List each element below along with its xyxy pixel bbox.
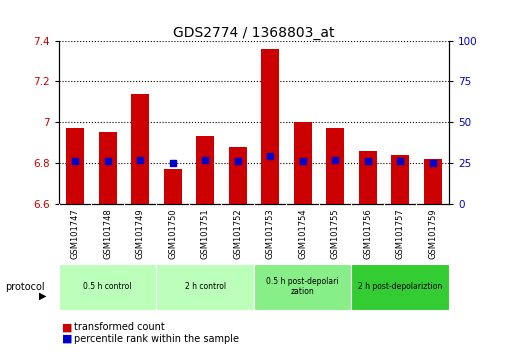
- Bar: [131, 94, 149, 204]
- Point: [299, 158, 307, 164]
- Text: transformed count: transformed count: [74, 322, 165, 332]
- Bar: [424, 159, 442, 204]
- Bar: [359, 150, 377, 204]
- Bar: [294, 122, 311, 204]
- Text: ▶: ▶: [38, 291, 46, 301]
- Point: [331, 157, 339, 162]
- Point: [169, 160, 177, 166]
- Text: percentile rank within the sample: percentile rank within the sample: [74, 334, 240, 344]
- Text: GSM101752: GSM101752: [233, 209, 242, 259]
- Text: GSM101751: GSM101751: [201, 209, 210, 259]
- Point: [428, 160, 437, 166]
- Bar: [254, 264, 351, 310]
- Point: [71, 158, 80, 164]
- Text: GSM101754: GSM101754: [298, 209, 307, 259]
- Text: GSM101756: GSM101756: [363, 209, 372, 259]
- Point: [233, 158, 242, 164]
- Text: GSM101757: GSM101757: [396, 209, 405, 259]
- Point: [201, 157, 209, 162]
- Text: 2 h post-depolariztion: 2 h post-depolariztion: [358, 282, 442, 291]
- Text: GSM101753: GSM101753: [266, 209, 274, 259]
- Text: 0.5 h control: 0.5 h control: [84, 282, 132, 291]
- Bar: [59, 264, 156, 310]
- Point: [136, 157, 144, 162]
- Bar: [326, 128, 344, 204]
- Text: GSM101748: GSM101748: [103, 209, 112, 259]
- Text: 0.5 h post-depolari
zation: 0.5 h post-depolari zation: [266, 277, 339, 296]
- Text: ■: ■: [62, 334, 72, 344]
- Bar: [66, 128, 84, 204]
- Point: [104, 158, 112, 164]
- Text: GSM101749: GSM101749: [136, 209, 145, 259]
- Point: [266, 154, 274, 159]
- Text: ■: ■: [62, 322, 72, 332]
- Text: GSM101759: GSM101759: [428, 209, 437, 259]
- Text: GSM101747: GSM101747: [71, 209, 80, 259]
- Bar: [156, 264, 254, 310]
- Point: [364, 158, 372, 164]
- Bar: [196, 136, 214, 204]
- Bar: [391, 155, 409, 204]
- Text: GSM101750: GSM101750: [168, 209, 177, 259]
- Text: 2 h control: 2 h control: [185, 282, 226, 291]
- Point: [396, 158, 404, 164]
- Bar: [351, 264, 449, 310]
- Bar: [99, 132, 116, 204]
- Bar: [164, 169, 182, 204]
- Bar: [261, 49, 279, 204]
- Text: GSM101755: GSM101755: [331, 209, 340, 259]
- Text: protocol: protocol: [5, 282, 45, 292]
- Title: GDS2774 / 1368803_at: GDS2774 / 1368803_at: [173, 26, 334, 40]
- Bar: [229, 147, 247, 204]
